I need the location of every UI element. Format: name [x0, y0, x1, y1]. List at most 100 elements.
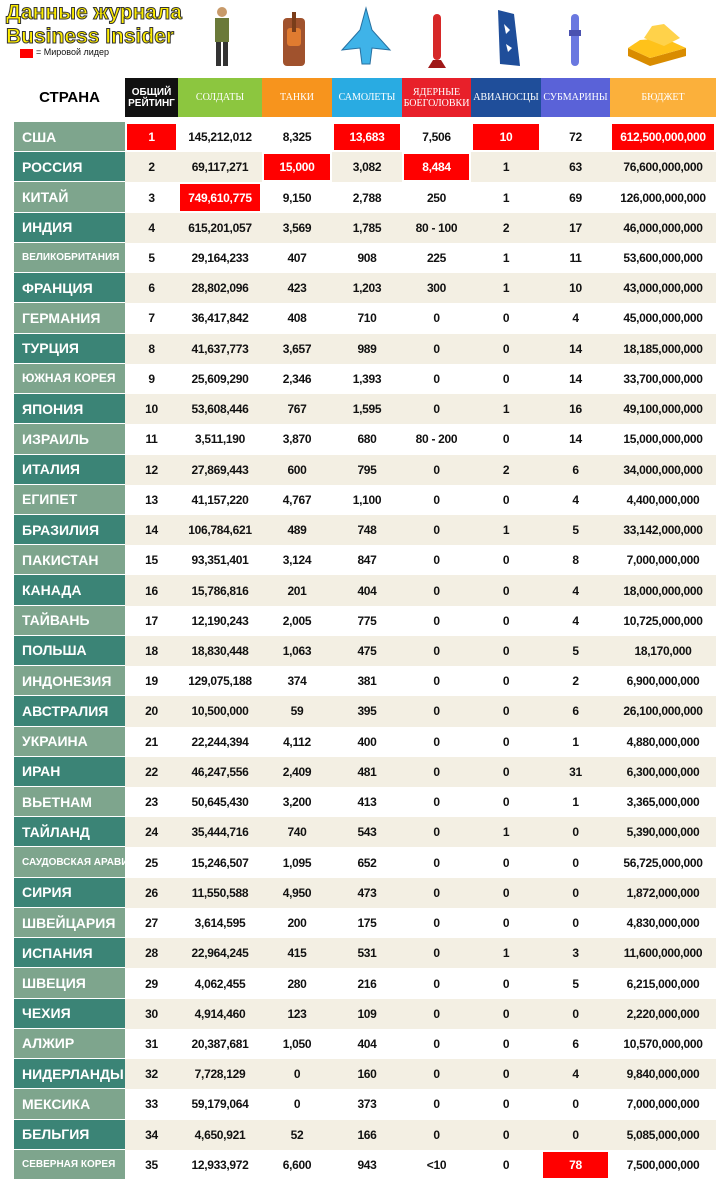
data-cell: 795	[332, 454, 402, 485]
data-cell: 200	[262, 907, 332, 939]
data-cell: 2	[471, 212, 541, 243]
data-cell: 5,085,000,000	[610, 1119, 716, 1150]
data-cell: 25	[125, 847, 178, 878]
country-cell: ИЗРАИЛЬ	[14, 424, 125, 454]
data-cell: 9,840,000,000	[610, 1059, 716, 1090]
data-cell: 10,500,000	[178, 696, 262, 727]
country-cell: ИРАН	[14, 756, 125, 787]
data-cell: 2	[541, 666, 610, 697]
data-cell: 0	[471, 545, 541, 576]
data-cell: 28	[125, 938, 178, 969]
data-cell: 0	[402, 333, 471, 364]
data-cell: 408	[262, 303, 332, 334]
data-cell: 7,000,000,000	[610, 545, 716, 576]
country-cell: ИТАЛИЯ	[14, 454, 125, 484]
data-cell: 12	[125, 454, 178, 485]
data-cell: 78	[541, 1149, 610, 1180]
data-cell: 395	[332, 696, 402, 727]
data-cell: 0	[541, 1089, 610, 1120]
data-cell: 404	[332, 575, 402, 606]
data-cell: 473	[332, 877, 402, 908]
data-cell: 0	[541, 877, 610, 908]
data-cell: 23	[125, 787, 178, 818]
data-cell: 41,637,773	[178, 333, 262, 364]
data-cell: 404	[332, 1028, 402, 1060]
data-cell: 9	[125, 363, 178, 395]
data-cell: 0	[471, 968, 541, 999]
data-cell: 22,244,394	[178, 726, 262, 757]
data-cell: 7,000,000,000	[610, 1089, 716, 1120]
data-cell: 1,063	[262, 635, 332, 667]
column-header: ТАНКИ	[262, 78, 332, 117]
data-cell: 847	[332, 545, 402, 576]
data-cell: 13	[125, 484, 178, 515]
data-cell: 46,247,556	[178, 756, 262, 788]
data-cell: 10,570,000,000	[610, 1028, 716, 1060]
data-cell: 4,400,000,000	[610, 484, 716, 515]
data-cell: 17	[541, 212, 610, 243]
column-header: САМОЛЕТЫ	[332, 78, 402, 117]
data-cell: 35	[125, 1149, 178, 1180]
data-cell: 749,610,775	[178, 182, 262, 213]
data-cell: 10,725,000,000	[610, 605, 716, 636]
data-cell: 4,830,000,000	[610, 907, 716, 939]
country-header: СТРАНА	[39, 89, 100, 106]
data-cell: 0	[471, 1059, 541, 1090]
data-cell: 0	[402, 696, 471, 727]
country-cell: РОССИЯ	[14, 152, 125, 182]
data-cell: 31	[125, 1028, 178, 1060]
data-cell: 415	[262, 938, 332, 969]
data-cell: 126,000,000,000	[610, 182, 716, 213]
data-cell: 7,728,129	[178, 1059, 262, 1090]
country-cell: АЛЖИР	[14, 1028, 125, 1059]
data-cell: 2,220,000,000	[610, 998, 716, 1029]
data-cell: 216	[332, 968, 402, 999]
data-cell: 615,201,057	[178, 212, 262, 243]
data-cell: 45,000,000,000	[610, 303, 716, 334]
data-cell: 6	[541, 696, 610, 727]
data-cell: 423	[262, 273, 332, 304]
country-cell: ШВЕЙЦАРИЯ	[14, 907, 125, 938]
data-cell: 0	[402, 635, 471, 667]
data-cell: 0	[402, 726, 471, 757]
data-cell: 80 - 100	[402, 212, 471, 243]
data-cell: 710	[332, 303, 402, 334]
soldier-icon	[215, 7, 229, 66]
data-cell: 989	[332, 333, 402, 364]
data-cell: 30	[125, 998, 178, 1029]
data-cell: 1	[471, 514, 541, 546]
legend-text: = Мировой лидер	[36, 47, 110, 57]
country-cell: САУДОВСКАЯ АРАВИЯ	[14, 847, 136, 877]
data-cell: 531	[332, 938, 402, 969]
data-cell: 7	[125, 303, 178, 334]
data-cell: 69,117,271	[178, 152, 262, 183]
column-header: ОБЩИЙ РЕЙТИНГ	[125, 78, 178, 117]
data-cell: 15,000,000,000	[610, 424, 716, 455]
country-cell: ПОЛЬША	[14, 635, 125, 666]
data-cell: 7,506	[402, 122, 471, 153]
data-cell: 943	[332, 1149, 402, 1180]
data-cell: 0	[402, 484, 471, 515]
country-cell: БЕЛЬГИЯ	[14, 1119, 125, 1149]
data-cell: 41,157,220	[178, 484, 262, 515]
data-cell: 5	[125, 242, 178, 274]
data-cell: 775	[332, 605, 402, 636]
data-cell: 1,100	[332, 484, 402, 515]
data-cell: 24	[125, 817, 178, 848]
country-cell: КАНАДА	[14, 575, 125, 605]
data-cell: 1	[471, 182, 541, 213]
data-cell: 407	[262, 242, 332, 274]
data-cell: 0	[471, 696, 541, 727]
data-cell: 373	[332, 1089, 402, 1120]
data-cell: 29,164,233	[178, 242, 262, 274]
data-cell: 0	[471, 1028, 541, 1060]
data-cell: 1,095	[262, 847, 332, 878]
data-cell: 543	[332, 817, 402, 848]
icons	[215, 6, 686, 68]
data-cell: 1,203	[332, 273, 402, 304]
column-header: ЯДЕРНЫЕ БОЕГОЛОВКИ	[402, 78, 471, 117]
data-cell: 0	[541, 817, 610, 848]
data-cell: 1	[541, 787, 610, 818]
data-cell: 63	[541, 152, 610, 183]
data-cell: 6,600	[262, 1149, 332, 1180]
